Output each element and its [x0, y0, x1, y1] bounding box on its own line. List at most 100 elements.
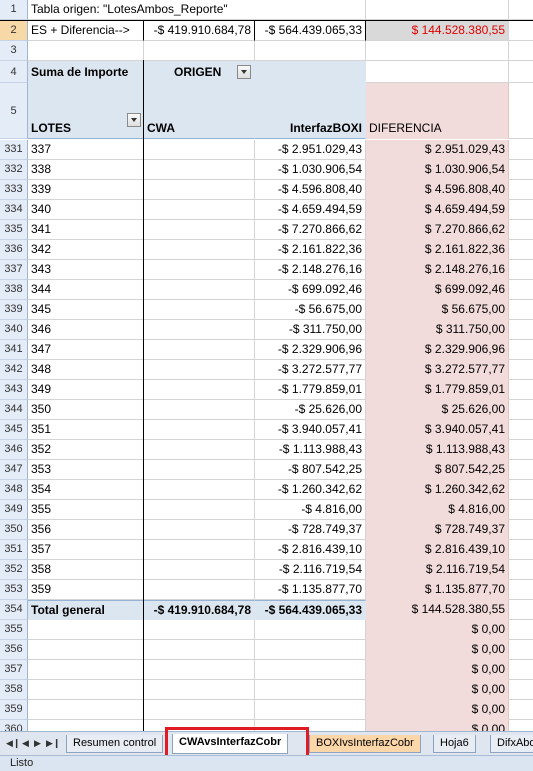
row-header[interactable]: 344	[0, 400, 28, 420]
cwa-cell[interactable]	[144, 340, 255, 360]
diferencia-cell[interactable]: $ 2.951.029,43	[366, 140, 509, 160]
row-header[interactable]: 335	[0, 220, 28, 240]
header-lotes[interactable]: LOTES	[28, 83, 144, 139]
header-interfazboxi[interactable]: InterfazBOXI	[255, 83, 366, 139]
interfaz-cell[interactable]: -$ 2.951.029,43	[255, 140, 366, 160]
cell-empty[interactable]	[509, 200, 533, 220]
diferencia-cell[interactable]: $ 4.659.494,59	[366, 200, 509, 220]
lote-cell[interactable]: 341	[28, 220, 144, 240]
interfaz-cell[interactable]: -$ 2.161.822,36	[255, 240, 366, 260]
pivot-header-fill[interactable]	[255, 61, 366, 83]
row-header[interactable]: 350	[0, 520, 28, 540]
row-header[interactable]: 343	[0, 380, 28, 400]
last-sheet-icon[interactable]: ▶❙	[46, 738, 61, 748]
cell-empty[interactable]	[509, 400, 533, 420]
cell-empty[interactable]	[144, 660, 255, 680]
cell-empty[interactable]	[509, 720, 533, 731]
cell-empty[interactable]	[509, 180, 533, 200]
row-header[interactable]: 340	[0, 320, 28, 340]
row-header[interactable]: 1	[0, 0, 28, 20]
cwa-cell[interactable]	[144, 180, 255, 200]
interfaz-cell[interactable]: -$ 2.116.719,54	[255, 560, 366, 580]
row-header[interactable]: 4	[0, 61, 28, 83]
cell-empty[interactable]	[28, 700, 144, 720]
cwa-cell[interactable]	[144, 460, 255, 480]
diferencia-cell[interactable]: $ 1.260.342,62	[366, 480, 509, 500]
cell-empty[interactable]	[144, 700, 255, 720]
cell-empty[interactable]	[509, 260, 533, 280]
cell-empty[interactable]	[509, 300, 533, 320]
diferencia-cell[interactable]: $ 2.329.906,96	[366, 340, 509, 360]
total-interfaz[interactable]: -$ 564.439.065,33	[255, 600, 366, 620]
cell-empty[interactable]	[509, 61, 533, 83]
diferencia-cell[interactable]: $ 7.270.866,62	[366, 220, 509, 240]
row-header[interactable]: 337	[0, 260, 28, 280]
cell-empty[interactable]	[28, 720, 144, 731]
row-header[interactable]: 341	[0, 340, 28, 360]
origen-filter-dropdown-icon[interactable]	[237, 65, 251, 79]
cwa-cell[interactable]	[144, 220, 255, 240]
cell-empty[interactable]	[366, 0, 509, 20]
row-header[interactable]: 360	[0, 720, 28, 731]
diferencia-cell[interactable]: $ 0,00	[366, 720, 509, 731]
cwa-cell[interactable]	[144, 400, 255, 420]
cell-empty[interactable]	[509, 620, 533, 640]
tab-boxivsinterfazcobr[interactable]: BOXIvsInterfazCobr	[309, 735, 421, 753]
cell-empty[interactable]	[366, 61, 509, 83]
interfaz-cell[interactable]: -$ 1.260.342,62	[255, 480, 366, 500]
interfaz-cell[interactable]: -$ 2.329.906,96	[255, 340, 366, 360]
cell-empty[interactable]	[255, 720, 366, 731]
next-sheet-icon[interactable]: ▶	[34, 738, 41, 748]
diferencia-cell[interactable]: $ 0,00	[366, 680, 509, 700]
interfaz-cell[interactable]: -$ 25.626,00	[255, 400, 366, 420]
cell-empty[interactable]	[509, 140, 533, 160]
row-header[interactable]: 351	[0, 540, 28, 560]
row-header[interactable]: 353	[0, 580, 28, 600]
cwa-cell[interactable]	[144, 160, 255, 180]
interfaz-cell[interactable]: -$ 728.749,37	[255, 520, 366, 540]
spreadsheet-grid[interactable]: 1 Tabla origen: "LotesAmbos_Reporte" 2 E…	[0, 0, 533, 731]
cwa-cell[interactable]	[144, 360, 255, 380]
diferencia-cell[interactable]: $ 2.148.276,16	[366, 260, 509, 280]
cwa-cell[interactable]	[144, 200, 255, 220]
row-header[interactable]: 3	[0, 41, 28, 61]
lote-cell[interactable]: 357	[28, 540, 144, 560]
lote-cell[interactable]: 339	[28, 180, 144, 200]
diferencia-cell[interactable]: $ 1.030.906,54	[366, 160, 509, 180]
cwa-cell[interactable]	[144, 280, 255, 300]
tab-resumen-control[interactable]: Resumen control	[66, 735, 164, 753]
lote-cell[interactable]: 347	[28, 340, 144, 360]
diferencia-cell[interactable]: $ 56.675,00	[366, 300, 509, 320]
diferencia-cell[interactable]: $ 2.816.439,10	[366, 540, 509, 560]
cell-empty[interactable]	[509, 220, 533, 240]
total-cwa[interactable]: -$ 419.910.684,78	[144, 600, 255, 620]
lote-cell[interactable]: 355	[28, 500, 144, 520]
diferencia-cell[interactable]: $ 1.779.859,01	[366, 380, 509, 400]
cell-empty[interactable]	[28, 680, 144, 700]
cell-empty[interactable]	[509, 640, 533, 660]
lote-cell[interactable]: 346	[28, 320, 144, 340]
diferencia-cell[interactable]: $ 728.749,37	[366, 520, 509, 540]
cwa-cell[interactable]	[144, 300, 255, 320]
diferencia-cell[interactable]: $ 2.161.822,36	[366, 240, 509, 260]
cwa-cell[interactable]	[144, 520, 255, 540]
row-header[interactable]: 358	[0, 680, 28, 700]
prev-sheet-icon[interactable]: ◀	[22, 738, 29, 748]
lote-cell[interactable]: 348	[28, 360, 144, 380]
row-header[interactable]: 336	[0, 240, 28, 260]
tab-difxabo[interactable]: DifxAbo	[490, 735, 533, 753]
cell-empty[interactable]	[509, 440, 533, 460]
cwa-cell[interactable]	[144, 560, 255, 580]
diferencia-cell[interactable]: $ 25.626,00	[366, 400, 509, 420]
row-header[interactable]: 2	[0, 21, 28, 41]
cell-empty[interactable]	[509, 600, 533, 620]
cell-empty[interactable]	[509, 660, 533, 680]
cell-empty[interactable]	[144, 640, 255, 660]
row-header[interactable]: 332	[0, 160, 28, 180]
diferencia-cell[interactable]: $ 1.135.877,70	[366, 580, 509, 600]
tab-cwavsinterfazcobr[interactable]: CWAvsInterfazCobr	[172, 734, 289, 754]
cell-empty[interactable]	[144, 41, 255, 61]
cwa-cell[interactable]	[144, 540, 255, 560]
lote-cell[interactable]: 344	[28, 280, 144, 300]
cell-empty[interactable]	[28, 620, 144, 640]
